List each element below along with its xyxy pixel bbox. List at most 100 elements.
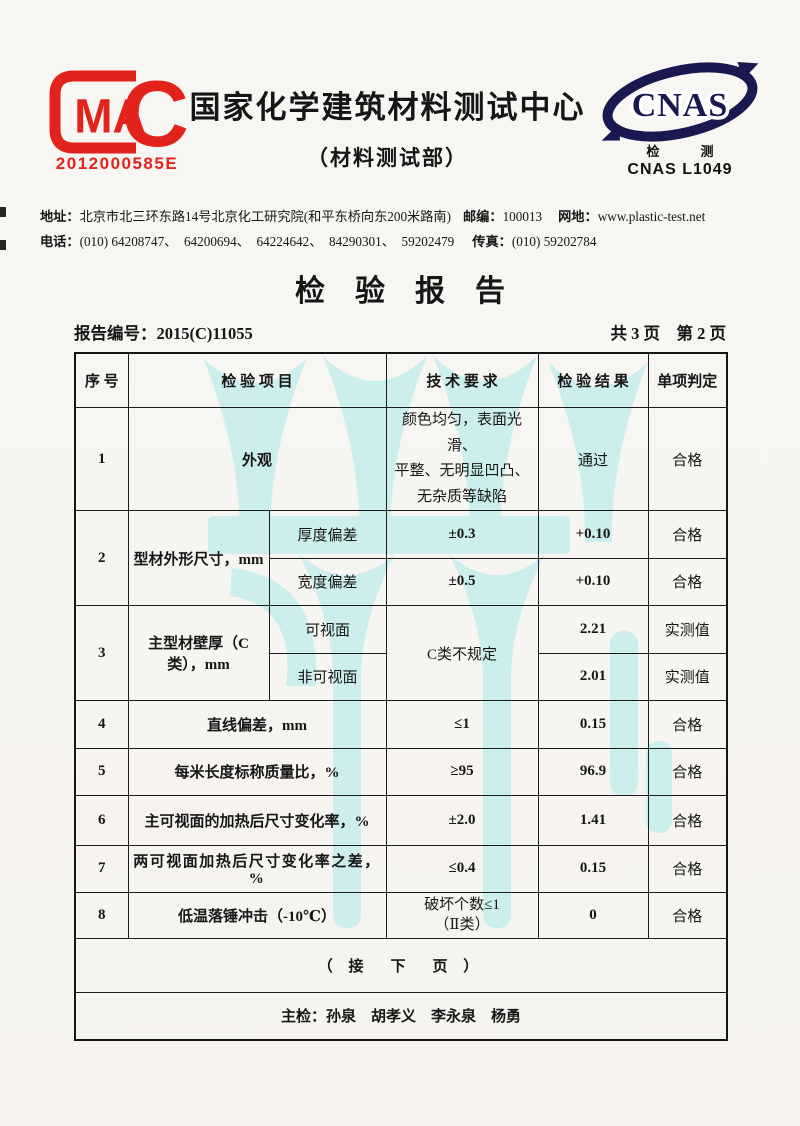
header-result: 检 验 结 果 (537, 352, 649, 408)
table-row-8: 8 低温落锤冲击（-10℃） 破坏个数≤1 （Ⅱ类） 0 合格 (74, 892, 728, 939)
r4-item: 直线偏差，mm (127, 700, 387, 749)
r2-no: 2 (74, 510, 129, 606)
report-number: 报告编号：2015(C)11055 (74, 320, 253, 344)
address-value: 北京市北三环东路14号北京化工研究院(和平东桥向东200米路南) (79, 209, 451, 224)
r7-no: 7 (74, 844, 129, 893)
inspector-names: 孙泉 胡孝义 李永泉 杨勇 (326, 1009, 522, 1025)
continuation-row: （ 接 下 页 ） (74, 937, 728, 993)
table-row-2b: 宽度偏差 ±0.5 +0.10 合格 (75, 557, 728, 606)
report-meta-line: 报告编号：2015(C)11055 共 3 页 第 2 页 (74, 320, 726, 344)
r6-judgement: 合格 (647, 795, 728, 846)
r5-item: 每米长度标称质量比，% (127, 747, 387, 796)
r8-judgement: 合格 (647, 892, 728, 939)
r5-judgement: 合格 (647, 747, 728, 796)
r7-judgement: 合格 (647, 844, 728, 893)
r5-no: 5 (74, 747, 129, 796)
scan-artifact (0, 240, 6, 250)
contact-block: 地址： 北京市北三环东路14号北京化工研究院(和平东桥向东200米路南) 邮编：… (40, 204, 766, 254)
inspector-row: 主检：孙泉 胡孝义 李永泉 杨勇 (74, 991, 728, 1040)
table-row-2a: 2 型材外形尺寸，mm 厚度偏差 ±0.3 +0.10 合格 (74, 510, 728, 606)
r5-requirement: ≥95 (385, 747, 539, 796)
r2a-judgement: 合格 (647, 510, 728, 559)
r8-result: 0 (537, 892, 649, 939)
cnas-logo: CNAS 检 测 CNAS L1049 (592, 56, 768, 179)
r2b-result: +0.10 (537, 557, 649, 606)
table-row-3a: 3 主型材壁厚（C类），mm 可视面 C类不规定 2.21 实测值 (74, 605, 728, 701)
results-table: 序 号 检 验 项 目 技 术 要 求 检 验 结 果 单项判定 1 外观 颜色… (74, 352, 729, 1041)
inspector-label: 主检： (280, 1009, 326, 1025)
r8-requirement: 破坏个数≤1 （Ⅱ类） (385, 892, 539, 939)
cnas-code: CNAS L1049 (627, 161, 733, 178)
contact-line-2: 电话： (010) 64208747、 64200694、 64224642、 … (40, 229, 766, 254)
table-row-3b: 非可视面 2.01 实测值 (75, 652, 728, 701)
r3b-sub-item: 非可视面 (268, 652, 387, 701)
report-title: 检 验 报 告 (295, 275, 505, 308)
r3b-result: 2.01 (537, 652, 649, 701)
report-number-label: 报告编号： (74, 324, 157, 343)
phone-values: (010) 64208747、 64200694、 64224642、 8429… (79, 234, 455, 249)
r1-item: 外观 (127, 407, 387, 511)
page-indicator: 共 3 页 第 2 页 (610, 324, 727, 343)
header-item: 检 验 项 目 (127, 352, 387, 408)
org-title: 国家化学建筑材料测试中心 (189, 90, 586, 125)
postcode-value: 100013 (502, 209, 543, 224)
fax-value: (010) 59202784 (511, 234, 597, 249)
contact-line-1: 地址： 北京市北三环东路14号北京化工研究院(和平东桥向东200米路南) 邮编：… (40, 204, 766, 229)
cma-logo-graphic: C MA (49, 61, 189, 166)
r3-requirement: C类不规定 (385, 605, 539, 701)
r3-item: 主型材壁厚（C类），mm (127, 605, 270, 701)
r1-no: 1 (74, 407, 129, 511)
r3a-judgement: 实测值 (647, 605, 728, 654)
r8-no: 8 (74, 892, 129, 939)
website-label: 网地： (558, 209, 598, 224)
r2-item: 型材外形尺寸，mm (127, 510, 270, 606)
fax-label: 传真： (472, 234, 512, 249)
scan-artifact (0, 207, 6, 217)
r3b-judgement: 实测值 (647, 652, 728, 701)
postcode-label: 邮编： (463, 209, 503, 224)
r8-item: 低温落锤冲击（-10℃） (127, 892, 387, 939)
r2a-requirement: ±0.3 (385, 510, 539, 559)
table-row-5: 5 每米长度标称质量比，% ≥95 96.9 合格 (74, 747, 728, 796)
r5-result: 96.9 (537, 747, 649, 796)
continuation-note: （ 接 下 页 ） (74, 937, 728, 993)
table-header-row: 序 号 检 验 项 目 技 术 要 求 检 验 结 果 单项判定 (74, 352, 728, 408)
svg-text:MA: MA (74, 90, 146, 143)
inspector-cell: 主检：孙泉 胡孝义 李永泉 杨勇 (74, 991, 728, 1040)
r2b-requirement: ±0.5 (385, 557, 539, 606)
r4-judgement: 合格 (647, 700, 728, 749)
r3-no: 3 (74, 605, 129, 701)
r6-item: 主可视面的加热后尺寸变化率，% (127, 795, 387, 846)
r6-result: 1.41 (537, 795, 649, 846)
svg-text:C: C (121, 70, 188, 154)
r2a-result: +0.10 (537, 510, 649, 559)
header-no: 序 号 (74, 352, 129, 408)
org-subtitle: （材料测试部） (307, 145, 468, 170)
r3a-result: 2.21 (537, 605, 649, 654)
r7-requirement: ≤0.4 (385, 844, 539, 893)
r6-requirement: ±2.0 (385, 795, 539, 846)
r4-requirement: ≤1 (385, 700, 539, 749)
address-label: 地址： (40, 209, 80, 224)
svg-text:CNAS: CNAS (632, 87, 729, 124)
table-row-1: 1 外观 颜色均匀，表面光滑、 平整、无明显凹凸、 无杂质等缺陷 通过 合格 (74, 407, 728, 511)
r1-requirement: 颜色均匀，表面光滑、 平整、无明显凹凸、 无杂质等缺陷 (385, 407, 539, 511)
r2b-sub-item: 宽度偏差 (268, 557, 387, 606)
r1-judgement: 合格 (647, 407, 728, 511)
cma-logo: C MA (48, 61, 189, 166)
r7-item: 两可视面加热后尺寸变化率之差，% (127, 844, 387, 893)
r1-result: 通过 (537, 407, 649, 511)
cma-cert-number: 2012000585E (55, 154, 179, 173)
r7-result: 0.15 (537, 844, 649, 893)
r2a-sub-item: 厚度偏差 (268, 510, 387, 559)
r2b-judgement: 合格 (647, 557, 728, 606)
header-requirement: 技 术 要 求 (385, 352, 539, 408)
r4-no: 4 (74, 700, 129, 749)
header-judgement: 单项判定 (647, 352, 728, 408)
r6-no: 6 (74, 795, 129, 846)
table-row-7: 7 两可视面加热后尺寸变化率之差，% ≤0.4 0.15 合格 (74, 844, 728, 893)
cnas-logo-graphic: CNAS (601, 62, 759, 142)
table-row-6: 6 主可视面的加热后尺寸变化率，% ±2.0 1.41 合格 (74, 795, 728, 846)
table-row-4: 4 直线偏差，mm ≤1 0.15 合格 (74, 700, 728, 749)
cnas-tag: 检 测 (646, 144, 728, 159)
